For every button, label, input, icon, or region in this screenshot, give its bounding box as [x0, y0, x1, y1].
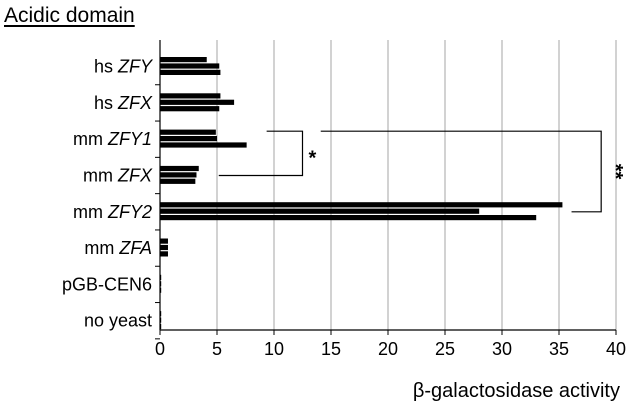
bar: [160, 251, 168, 257]
bar: [160, 57, 207, 63]
bar: [160, 142, 247, 148]
category-prefix: mm: [73, 129, 108, 149]
x-tick-label: 35: [549, 339, 569, 359]
bar: [160, 106, 220, 112]
category-prefix: no yeast: [84, 311, 152, 331]
category-gene: ZFX: [117, 93, 153, 113]
category-label: pGB-CEN6: [62, 274, 152, 294]
significance-brackets: ***: [218, 130, 626, 213]
bar: [160, 178, 196, 184]
bar: [160, 69, 221, 75]
category-label: mm ZFY1: [73, 129, 152, 149]
bar: [160, 63, 220, 69]
axes: [155, 40, 617, 340]
bar: [160, 165, 199, 172]
bar: [160, 136, 217, 142]
x-axis-label: β-galactosidase activity: [413, 380, 620, 402]
bar: [160, 317, 162, 323]
bar: [160, 202, 563, 208]
category-label: mm ZFA: [84, 238, 152, 258]
bar: [160, 99, 235, 105]
bar: [160, 244, 168, 251]
significance-label: **: [604, 164, 626, 180]
x-tick-label: 0: [155, 339, 165, 359]
bar: [160, 93, 221, 99]
x-tick-label: 20: [378, 339, 398, 359]
category-label: hs ZFY: [94, 57, 154, 77]
x-tick-label: 5: [212, 339, 222, 359]
x-tick-label: 25: [435, 339, 455, 359]
category-prefix: mm: [83, 166, 118, 186]
category-prefix: mm: [73, 202, 108, 222]
significance-label: *: [309, 147, 317, 169]
bar: [160, 274, 162, 280]
category-prefix: mm: [84, 238, 119, 258]
category-gene: ZFA: [118, 238, 152, 258]
tick-labels: 0 5 10 15 20 25 30 35 40: [155, 339, 626, 359]
gridlines: [216, 40, 617, 330]
x-tick-label: 30: [492, 339, 512, 359]
bar: [160, 311, 162, 317]
bracket-double: [320, 130, 602, 213]
x-tick-label: 40: [606, 339, 626, 359]
category-gene: ZFY2: [107, 202, 152, 222]
x-tick-label: 10: [264, 339, 284, 359]
category-label: mm ZFY2: [73, 202, 152, 222]
category-label: hs ZFX: [94, 93, 153, 113]
bar: [160, 281, 162, 287]
category-gene: ZFX: [117, 166, 153, 186]
category-label: no yeast: [84, 311, 152, 331]
category-prefix: hs: [94, 57, 118, 77]
bar: [160, 208, 480, 214]
category-gene: ZFY: [117, 57, 154, 77]
x-tick-label: 15: [321, 339, 341, 359]
bar: [160, 172, 197, 178]
category-prefix: hs: [94, 93, 118, 113]
chart-title: Acidic domain: [4, 4, 135, 27]
bar: [160, 323, 162, 330]
bracket-single: [218, 130, 304, 177]
bar: [160, 129, 216, 135]
category-label: mm ZFX: [83, 166, 153, 186]
bar: [160, 287, 162, 293]
bar: [160, 238, 168, 244]
category-prefix: pGB-CEN6: [62, 274, 152, 294]
bar: [160, 215, 537, 221]
category-gene: ZFY1: [107, 129, 152, 149]
bars: [160, 57, 563, 330]
